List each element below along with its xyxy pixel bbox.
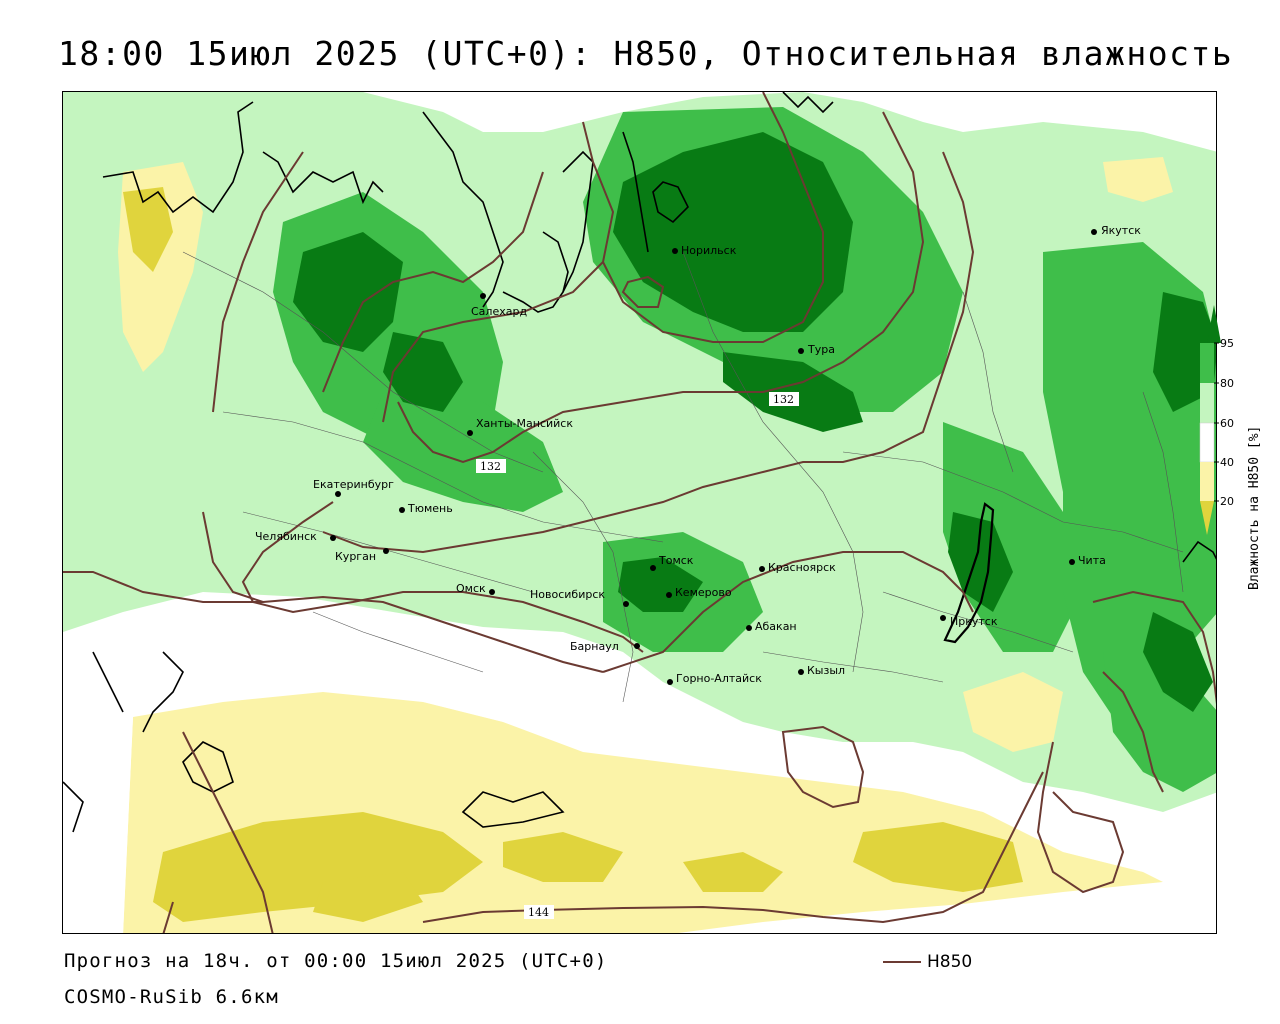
- city-tomsk[interactable]: Томск: [650, 554, 694, 571]
- city-chita[interactable]: Чита: [1069, 554, 1106, 567]
- svg-text:Абакан: Абакан: [755, 620, 797, 633]
- colorbar-tick-60: 60: [1220, 417, 1234, 430]
- forecast-info: Прогноз на 18ч. от 00:00 15июл 2025 (UTC…: [64, 950, 608, 972]
- city-yakutsk[interactable]: Якутск: [1091, 224, 1141, 237]
- svg-text:Екатеринбург: Екатеринбург: [313, 478, 394, 491]
- colorbar-tri-top: [1207, 305, 1221, 343]
- svg-text:Тюмень: Тюмень: [407, 502, 453, 515]
- contour-line-label: H850: [927, 952, 973, 972]
- svg-text:Салехард: Салехард: [471, 305, 527, 318]
- model-name: COSMO-RuSib 6.6км: [64, 986, 279, 1008]
- svg-text:Новосибирск: Новосибирск: [530, 588, 605, 601]
- rh-20-40-area-east: [963, 672, 1063, 752]
- city-kurgan[interactable]: Курган: [335, 548, 389, 563]
- lake-baikal: [943, 502, 995, 644]
- city-barnaul[interactable]: Барнаул: [570, 640, 640, 653]
- svg-text:Ханты-Мансийск: Ханты-Мансийск: [476, 417, 573, 430]
- city-markers: Норильск Салехард Тура Якутск Ханты-Манс…: [255, 224, 1141, 685]
- rh-20-40-area-ne: [1103, 157, 1173, 202]
- city-irkutsk[interactable]: Иркутск: [940, 615, 998, 628]
- svg-text:Якутск: Якутск: [1101, 224, 1141, 237]
- city-novosibirsk[interactable]: Новосибирск: [530, 588, 629, 607]
- city-salekhard[interactable]: Салехард: [471, 293, 527, 318]
- colorbar-20-40: [1200, 462, 1214, 501]
- city-norilsk[interactable]: Норильск: [672, 244, 737, 257]
- colorbar-legend: 95 80 60 40 20: [1199, 305, 1279, 595]
- svg-text:Красноярск: Красноярск: [768, 561, 836, 574]
- map-area[interactable]: 132 132 144 Норильск Салехард Тура Якутс…: [62, 91, 1217, 934]
- colorbar-tick-80: 80: [1220, 377, 1234, 390]
- colorbar-80-95: [1200, 343, 1214, 383]
- contour-label-144: 144: [528, 906, 549, 919]
- svg-text:Иркутск: Иркутск: [950, 615, 998, 628]
- arctic-white: [63, 92, 1216, 152]
- colorbar-40-60: [1199, 422, 1215, 463]
- svg-text:Омск: Омск: [456, 582, 486, 595]
- city-tyumen[interactable]: Тюмень: [399, 502, 453, 515]
- city-khanty-mansiysk[interactable]: Ханты-Мансийск: [467, 417, 573, 436]
- map-canvas: 132 132 144 Норильск Салехард Тура Якутс…: [63, 92, 1216, 933]
- contour-labels: 132 132 144: [476, 392, 799, 919]
- svg-text:Томск: Томск: [658, 554, 694, 567]
- svg-text:Барнаул: Барнаул: [570, 640, 619, 653]
- colorbar-tri-bottom: [1200, 501, 1214, 535]
- contour-label-132-a: 132: [773, 393, 794, 406]
- colorbar-60-80: [1200, 383, 1214, 423]
- city-abakan[interactable]: Абакан: [746, 620, 797, 633]
- rh-lt20-areas: [123, 187, 1023, 922]
- city-gorno-altaysk[interactable]: Горно-Алтайск: [667, 672, 762, 685]
- rh-95-areas: [293, 132, 1216, 712]
- contour-line-legend: H850: [883, 952, 972, 972]
- svg-text:Кызыл: Кызыл: [807, 664, 845, 677]
- contour-line-swatch: [883, 961, 921, 963]
- colorbar-tick-20: 20: [1220, 495, 1234, 508]
- city-chelyabinsk[interactable]: Челябинск: [255, 530, 336, 543]
- svg-text:Тура: Тура: [807, 343, 835, 356]
- coastlines: [63, 92, 1216, 833]
- map-title: 18:00 15июл 2025 (UTC+0): H850, Относите…: [58, 34, 1234, 73]
- svg-text:Курган: Курган: [335, 550, 376, 563]
- colorbar-tick-95: 95: [1220, 337, 1234, 350]
- colorbar-tick-40: 40: [1220, 456, 1234, 469]
- svg-text:Горно-Алтайск: Горно-Алтайск: [676, 672, 762, 685]
- city-kemerovo[interactable]: Кемерово: [666, 586, 732, 599]
- contour-label-132-b: 132: [480, 460, 501, 473]
- city-krasnoyarsk[interactable]: Красноярск: [759, 561, 836, 574]
- svg-text:Кемерово: Кемерово: [675, 586, 732, 599]
- city-omsk[interactable]: Омск: [456, 582, 495, 595]
- city-tura[interactable]: Тура: [798, 343, 835, 356]
- city-ekaterinburg[interactable]: Екатеринбург: [313, 478, 394, 497]
- svg-text:Чита: Чита: [1078, 554, 1106, 567]
- colorbar-title: Влажность на Н850 [%]: [1247, 425, 1262, 590]
- colorbar: 95 80 60 40 20: [1199, 305, 1234, 535]
- svg-text:Норильск: Норильск: [681, 244, 737, 257]
- svg-text:Челябинск: Челябинск: [255, 530, 317, 543]
- domain-corner-se: [1063, 872, 1216, 933]
- domain-corner-sw: [63, 712, 133, 933]
- city-kyzyl[interactable]: Кызыл: [798, 664, 845, 677]
